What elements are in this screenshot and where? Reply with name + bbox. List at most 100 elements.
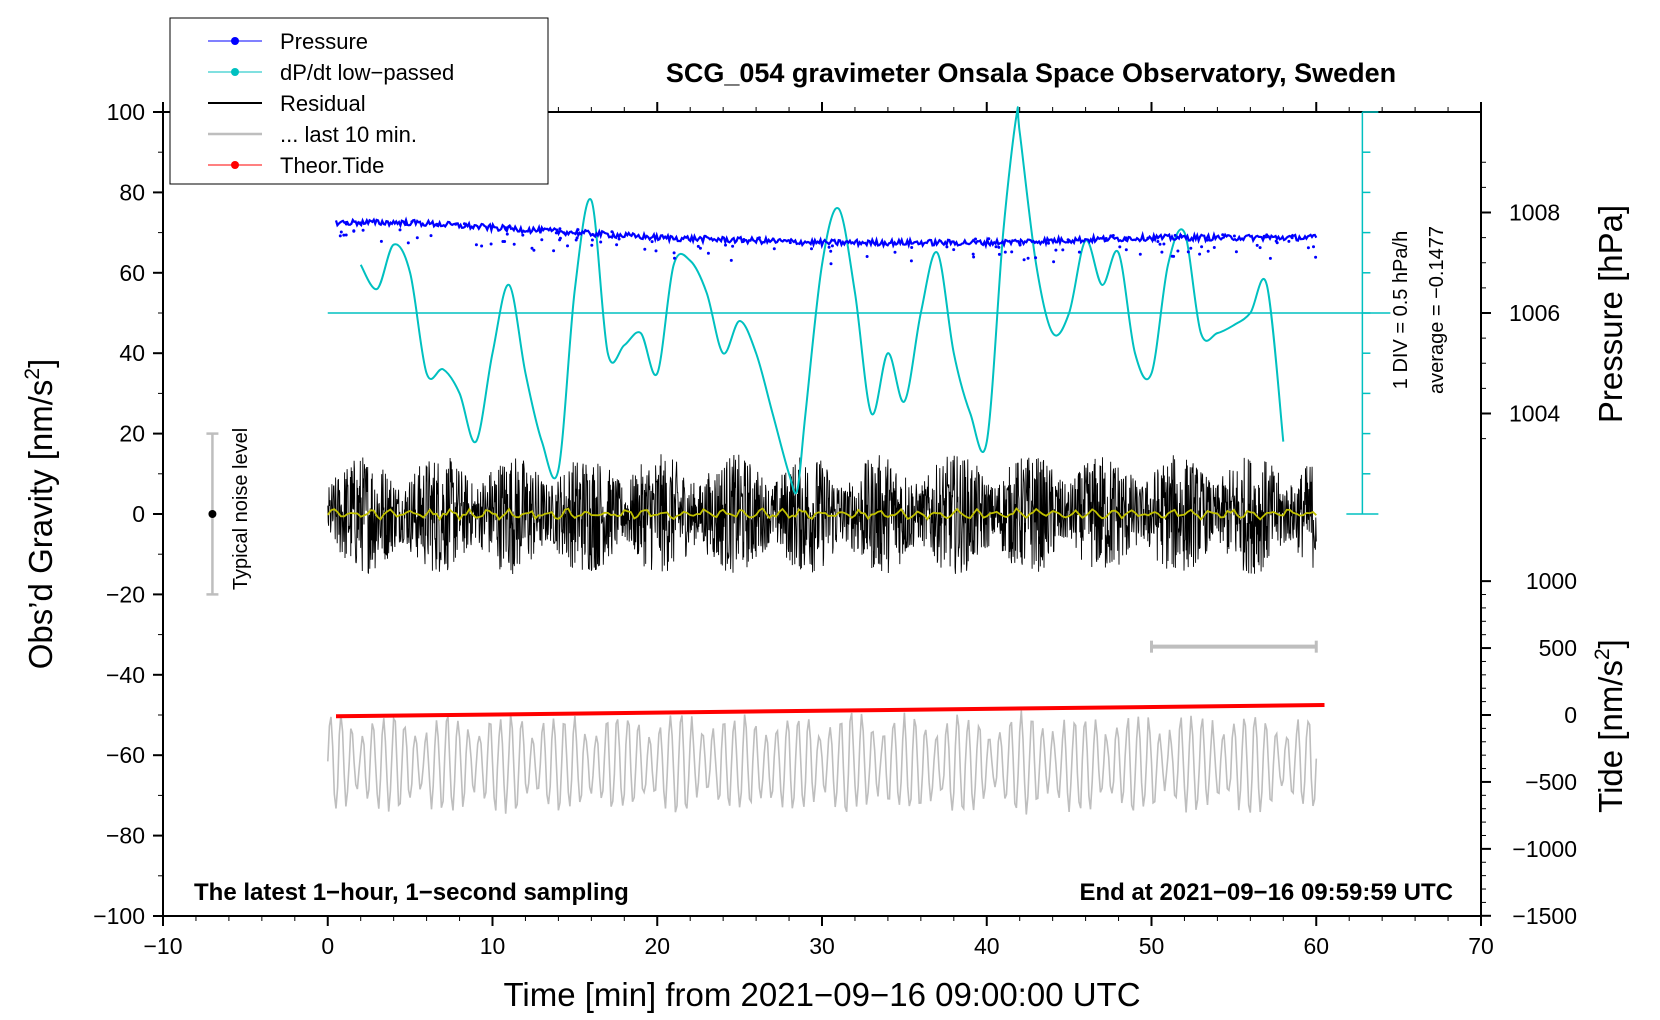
pressure-point xyxy=(480,244,484,248)
pressure-point xyxy=(352,229,356,233)
pressure-point xyxy=(1268,256,1272,260)
pressure-point xyxy=(672,251,676,255)
tide-tick-label: 500 xyxy=(1539,635,1577,661)
tide-line xyxy=(335,703,1325,719)
pressure-point xyxy=(1234,250,1238,254)
pressure-point xyxy=(1138,252,1142,256)
pressure-point xyxy=(344,233,348,237)
pressure-point xyxy=(344,222,348,226)
pressure-point xyxy=(829,249,833,253)
tide-axis-label-tail: ] xyxy=(1592,639,1629,648)
pressure-point xyxy=(1022,258,1026,262)
pressure-point xyxy=(865,255,869,258)
pressure-point xyxy=(1221,233,1225,237)
x-tick-label: −10 xyxy=(143,933,182,959)
pressure-point xyxy=(731,244,735,248)
pressure-point xyxy=(552,249,556,253)
pressure-point xyxy=(1198,252,1202,256)
legend-marker xyxy=(231,68,239,76)
legend-marker xyxy=(231,161,239,169)
x-tick-label: 40 xyxy=(974,933,1000,959)
pressure-point xyxy=(1172,254,1176,258)
pressure-point xyxy=(909,259,913,263)
y-tick-label: −40 xyxy=(106,662,145,688)
pressure-point xyxy=(1275,241,1279,245)
pressure-point xyxy=(1054,248,1058,252)
pressure-point xyxy=(562,231,566,235)
pressure-point xyxy=(1077,250,1081,254)
pressure-point xyxy=(1186,250,1190,254)
pressure-point xyxy=(429,234,433,238)
pressure-point xyxy=(1212,246,1216,249)
pressure-point xyxy=(566,244,569,248)
pressure-point xyxy=(1189,246,1193,250)
pressure-point xyxy=(356,221,360,225)
pressure-point xyxy=(994,245,998,249)
y-axis-label-tail: ] xyxy=(22,359,59,368)
pressure-point xyxy=(358,221,362,225)
y-tick-label: −100 xyxy=(93,903,145,929)
pressure-point xyxy=(830,244,834,248)
pressure-point xyxy=(997,252,1001,256)
y-axis-label: Obs’d Gravity [nm/s2] xyxy=(21,359,59,670)
pressure-point xyxy=(1200,245,1204,249)
pressure-point xyxy=(771,237,775,241)
pressure-point xyxy=(591,233,595,237)
y-tick-label: 0 xyxy=(132,501,145,527)
pressure-point xyxy=(827,245,831,249)
pressure-point xyxy=(1156,240,1160,243)
pressure-point xyxy=(462,222,466,226)
pressure-point xyxy=(555,229,559,233)
legend-label: Pressure xyxy=(280,29,368,54)
pressure-point xyxy=(615,243,619,247)
pressure-point xyxy=(724,243,727,247)
residual-line xyxy=(327,454,1317,575)
pressure-point xyxy=(1306,246,1310,250)
dpdt-line xyxy=(359,106,1285,495)
pressure-point xyxy=(1232,234,1236,238)
pressure-point xyxy=(1118,245,1122,249)
pressure-point xyxy=(1061,248,1065,252)
dpdt-div-label: 1 DIV = 0.5 hPa/h xyxy=(1390,231,1412,389)
pressure-point xyxy=(972,255,976,259)
pressure-point xyxy=(505,232,509,236)
pressure-point xyxy=(1160,250,1164,254)
pressure-point xyxy=(361,228,365,232)
pressure-axis-label: Pressure [hPa] xyxy=(1592,205,1629,423)
pressure-point xyxy=(590,238,594,242)
y-tick-label: −20 xyxy=(106,581,145,607)
tide-axis-label: Tide [nm/s2] xyxy=(1591,639,1629,813)
last-10-min-line xyxy=(327,710,1318,815)
tide-axis-label-main: Tide [nm/s xyxy=(1592,660,1629,813)
pressure-point xyxy=(971,252,975,256)
residual-smoothed-line xyxy=(327,507,1317,522)
pressure-point xyxy=(342,233,346,237)
pressure-point xyxy=(1255,243,1259,247)
x-tick-label: 70 xyxy=(1468,933,1494,959)
pressure-point xyxy=(829,262,833,266)
pressure-point xyxy=(1047,241,1050,245)
tide-tick-label: 1000 xyxy=(1526,568,1577,594)
pressure-point xyxy=(696,244,700,248)
pressure-point xyxy=(1265,233,1269,237)
pressure-point xyxy=(1162,242,1166,246)
x-tick-label: 10 xyxy=(480,933,506,959)
pressure-point xyxy=(1003,250,1007,254)
pressure-point xyxy=(1258,246,1262,250)
pressure-point xyxy=(339,230,343,234)
pressure-point xyxy=(997,245,1001,249)
pressure-point xyxy=(530,246,534,250)
legend-label: dP/dt low−passed xyxy=(280,60,454,85)
pressure-tick-label: 1006 xyxy=(1509,300,1560,326)
pressure-point xyxy=(874,242,878,245)
pressure-point xyxy=(576,228,580,232)
noise-level-label: Typical noise level xyxy=(230,428,252,590)
pressure-point xyxy=(987,237,991,241)
pressure-point xyxy=(558,227,562,231)
pressure-point xyxy=(1109,234,1113,238)
pressure-point xyxy=(703,234,707,238)
pressure-point xyxy=(617,237,621,241)
pressure-point xyxy=(504,226,508,230)
pressure-point xyxy=(698,246,702,250)
